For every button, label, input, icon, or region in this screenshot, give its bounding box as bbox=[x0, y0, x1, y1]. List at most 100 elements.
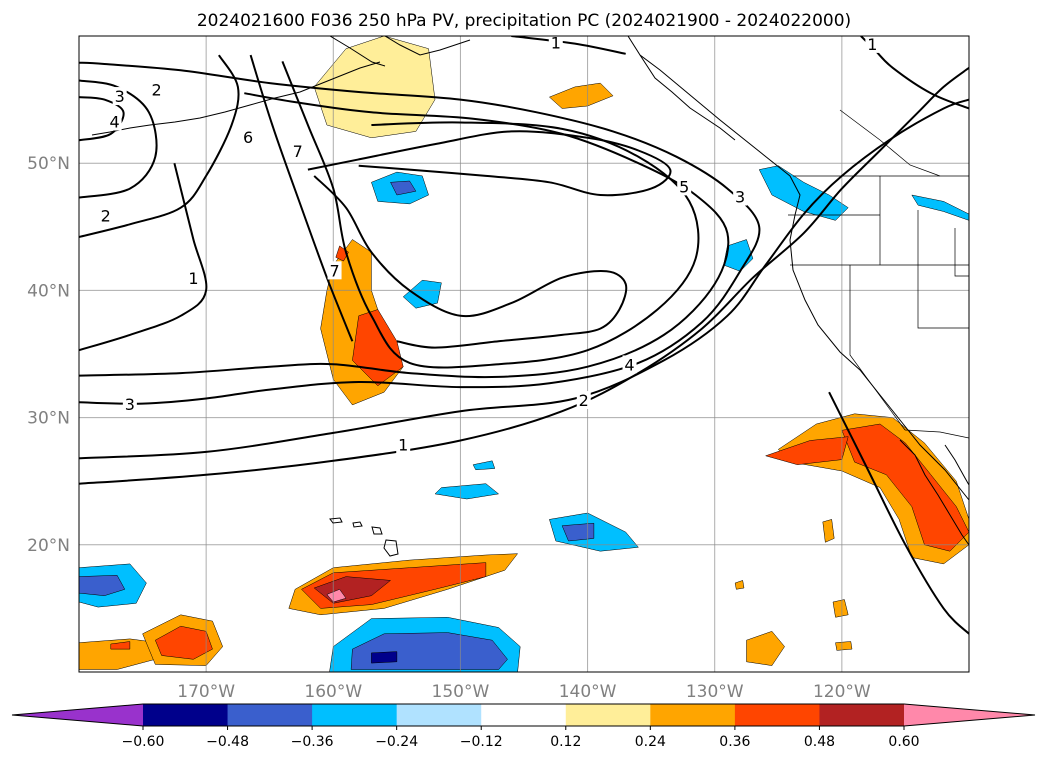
longitude-tick-label: 130°W bbox=[686, 682, 744, 702]
pv-contour-line bbox=[79, 54, 240, 238]
pv-contour-line bbox=[828, 391, 969, 635]
precip-patch bbox=[734, 580, 745, 590]
pv-contour-line bbox=[511, 36, 626, 55]
precip-patch bbox=[313, 36, 436, 139]
precip-patch bbox=[549, 82, 614, 109]
colorbar: −0.60 −0.48 −0.36 −0.24 −0.12 0.12 0.24 0.36 0.4… bbox=[11, 703, 1036, 750]
colorbar-segment bbox=[481, 704, 567, 726]
longitude-tick-label: 150°W bbox=[432, 682, 490, 702]
colorbar-segment bbox=[312, 704, 398, 726]
us-mexico-border bbox=[904, 429, 969, 439]
colorbar-segment bbox=[734, 704, 820, 726]
pv-contour-label-bg bbox=[548, 36, 563, 52]
longitude-tick-labels: 170°W 160°W 150°W 140°W 130°W 120°W bbox=[177, 682, 871, 702]
pv-contour-line bbox=[79, 162, 208, 352]
pv-contours bbox=[79, 36, 969, 635]
precip-patch bbox=[472, 460, 496, 471]
pv-contour-label-bg bbox=[733, 187, 748, 206]
latitude-tick-labels: 20°N 30°N 40°N 50°N bbox=[27, 154, 70, 556]
pv-contour-line bbox=[79, 79, 158, 199]
colorbar-segment bbox=[819, 704, 905, 726]
pv-contour-label: 6 bbox=[243, 128, 253, 147]
pv-contour-line bbox=[79, 96, 125, 142]
latitude-tick-label: 40°N bbox=[27, 281, 70, 301]
precip-patch bbox=[746, 631, 785, 666]
colorbar-tick-label: −0.60 bbox=[122, 734, 165, 750]
coastlines bbox=[91, 36, 969, 557]
colorbar-tick-label: 0.60 bbox=[888, 734, 919, 750]
pv-contour-label: 4 bbox=[110, 112, 120, 131]
aleutian-islands bbox=[91, 61, 381, 136]
colorbar-segment bbox=[650, 704, 736, 726]
colorbar-tick-label: −0.24 bbox=[375, 734, 418, 750]
colorbar-tick-label: 0.24 bbox=[635, 734, 666, 750]
latitude-tick-label: 30°N bbox=[27, 409, 70, 429]
pv-contour-label: 3 bbox=[115, 87, 125, 106]
precip-patch bbox=[155, 625, 213, 660]
precip-patch bbox=[835, 641, 853, 651]
pv-contour-label: 4 bbox=[624, 355, 634, 374]
precip-patch bbox=[832, 599, 849, 618]
precip-patch bbox=[765, 436, 849, 465]
baja-coastline bbox=[899, 439, 969, 546]
pv-contour-label-bg bbox=[677, 177, 692, 196]
pv-contour-label-bg bbox=[290, 141, 305, 160]
pv-contour-label-bg bbox=[149, 80, 164, 99]
pv-contour-label: 2 bbox=[579, 391, 589, 410]
precip-pc-layer bbox=[79, 36, 969, 672]
longitude-tick-label: 120°W bbox=[813, 682, 871, 702]
longitude-tick-label: 170°W bbox=[177, 682, 235, 702]
pv-contour-label: 1 bbox=[551, 34, 561, 53]
colorbar-tick-label: −0.48 bbox=[206, 734, 249, 750]
colorbar-extend-min bbox=[12, 704, 143, 726]
precip-patch bbox=[79, 575, 126, 596]
pv-contour-label: 3 bbox=[735, 188, 745, 207]
pv-contour-line bbox=[79, 67, 969, 485]
pv-contour-label-bg bbox=[186, 268, 201, 287]
pv-contour-line bbox=[281, 61, 700, 369]
latitude-tick-label: 20°N bbox=[27, 536, 70, 556]
precip-patch bbox=[911, 194, 969, 221]
pv-contour-label-bg bbox=[241, 127, 256, 146]
precip-patch bbox=[434, 483, 499, 500]
pv-contour-line bbox=[79, 92, 730, 379]
precip-patch bbox=[561, 522, 595, 542]
precip-patch bbox=[326, 589, 347, 603]
figure-title: 2024021600 F036 250 hPa PV, precipitatio… bbox=[197, 11, 851, 31]
pv-contour-label-bg bbox=[98, 206, 113, 225]
colorbar-segment bbox=[143, 704, 229, 726]
map-frame bbox=[78, 35, 970, 673]
pv-contour-line bbox=[79, 61, 761, 405]
hawaii-islands bbox=[329, 517, 399, 557]
gridlines bbox=[79, 36, 969, 672]
colorbar-tick-label: 0.12 bbox=[550, 734, 581, 750]
colorbar-extend-max bbox=[904, 704, 1035, 726]
north-america-coastline bbox=[627, 36, 969, 501]
precip-patch bbox=[841, 423, 969, 552]
political-borders bbox=[788, 109, 969, 439]
gulf-of-california bbox=[944, 444, 969, 486]
precip-patch bbox=[371, 651, 398, 664]
pv-contour-label-bg bbox=[622, 355, 637, 374]
pv-contour-line bbox=[249, 54, 354, 342]
colorbar-tick-label: −0.12 bbox=[460, 734, 503, 750]
longitude-tick-label: 140°W bbox=[559, 682, 617, 702]
pv-contour-line bbox=[79, 98, 969, 460]
pv-contour-label-bg bbox=[327, 261, 342, 280]
colorbar-tick-label: −0.36 bbox=[291, 734, 334, 750]
pv-contour-label: 1 bbox=[398, 436, 408, 455]
colorbar-segment bbox=[565, 704, 651, 726]
pv-contour-label-bg bbox=[576, 391, 591, 410]
pv-contour-label: 5 bbox=[679, 177, 689, 196]
pv-contour-label-bg bbox=[112, 87, 127, 106]
pv-contour-label: 7 bbox=[293, 142, 303, 161]
pv-contour-label: 7 bbox=[329, 261, 339, 280]
pv-contour-label-bg bbox=[122, 394, 137, 413]
map-content: 1 1 1 1 2 2 2 3 3 3 4 4 5 6 7 7 bbox=[79, 34, 969, 672]
precip-patch bbox=[390, 180, 417, 196]
pv-contour-line bbox=[313, 175, 628, 349]
pv-contour-label: 2 bbox=[151, 81, 161, 100]
pv-contour-label-bg bbox=[107, 112, 122, 131]
pv-contour-labels: 1 1 1 1 2 2 2 3 3 3 4 4 5 6 7 7 bbox=[98, 34, 880, 455]
